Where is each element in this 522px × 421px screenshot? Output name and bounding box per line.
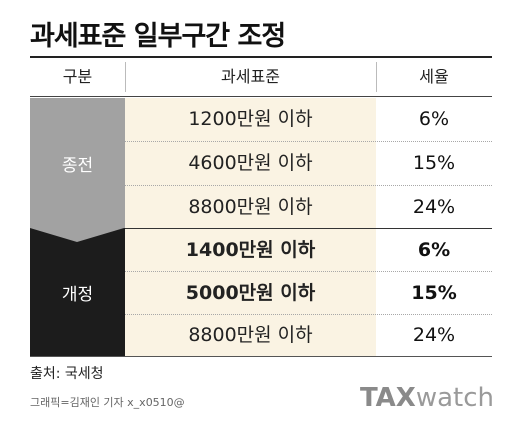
table-bottom-rule [30, 356, 492, 357]
rate-cell: 6% [417, 239, 451, 261]
header-rate: 세율 [419, 67, 449, 86]
taxwatch-logo: TAXwatch [360, 383, 494, 413]
group-label-before: 종전 [30, 98, 125, 228]
base-column-fill-after [125, 228, 376, 356]
header-category: 구분 [62, 67, 93, 86]
header-base: 과세표준 [221, 67, 280, 86]
header-separator [376, 62, 377, 92]
table-row: 5000만원 이하 15% [125, 272, 492, 315]
logo-light-text: watch [415, 383, 494, 413]
base-column-fill-before [125, 98, 376, 228]
rate-cell: 6% [418, 108, 450, 130]
group-divider [125, 228, 492, 229]
rate-cell: 24% [412, 196, 456, 218]
header-separator [125, 62, 126, 92]
source-note: 출처: 국세청 [30, 366, 104, 382]
group-label-after-text: 개정 [61, 284, 94, 305]
graphic-credit: 그래픽=김재인 기자 x_x0510@ [30, 396, 185, 409]
table-row: 8800만원 이하 24% [125, 314, 492, 357]
base-cell: 8800만원 이하 [188, 196, 313, 218]
table-row: 4600만원 이하 15% [125, 142, 492, 185]
row-divider [125, 141, 492, 142]
row-divider [125, 314, 492, 315]
rate-cell: 15% [411, 282, 457, 304]
rate-cell: 15% [412, 152, 456, 174]
base-cell: 1200만원 이하 [188, 108, 313, 130]
header-top-rule [30, 56, 492, 58]
logo-strong-text: TAX [359, 383, 416, 413]
base-cell: 8800만원 이하 [188, 324, 313, 346]
base-cell: 5000만원 이하 [185, 282, 316, 304]
arrow-down-icon [30, 228, 124, 242]
rate-cell: 24% [412, 324, 456, 346]
page-title: 과세표준 일부구간 조정 [30, 21, 286, 52]
base-cell: 1400만원 이하 [185, 239, 316, 261]
table-row: 1200만원 이하 6% [125, 98, 492, 141]
group-label-after: 개정 [30, 228, 125, 356]
table-row: 1400만원 이하 6% [125, 229, 492, 272]
table-row: 8800만원 이하 24% [125, 186, 492, 229]
group-label-before-text: 종전 [61, 155, 94, 176]
base-cell: 4600만원 이하 [188, 152, 313, 174]
row-divider [125, 185, 492, 186]
header-bottom-rule [30, 96, 492, 97]
row-divider [125, 271, 492, 272]
